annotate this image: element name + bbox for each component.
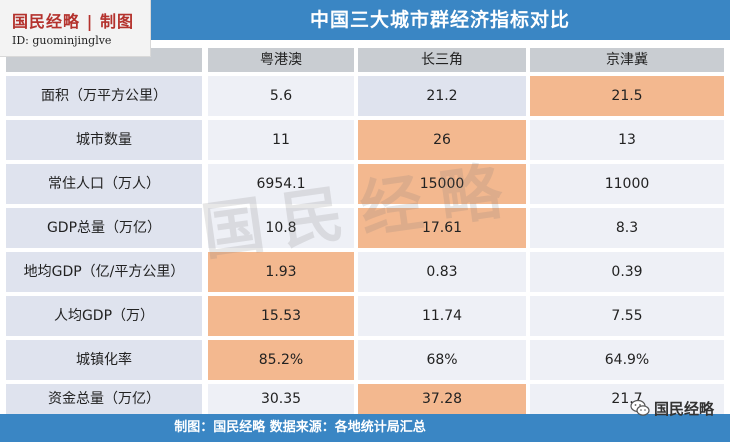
table-cell: 11 <box>208 120 354 160</box>
row-label-city-count: 城市数量 <box>6 120 202 160</box>
table-cell: 21.2 <box>358 76 526 116</box>
wechat-account: 国民经略 <box>653 399 714 418</box>
row-label-gdp-per-area: 地均GDP（亿/平方公里） <box>6 252 202 292</box>
table-cell-highlight: 85.2% <box>208 340 354 380</box>
row-label-area: 面积（万平方公里） <box>6 76 202 116</box>
table-cell-highlight: 15.53 <box>208 296 354 336</box>
table-cell-highlight: 26 <box>358 120 526 160</box>
table-cell: 10.8 <box>208 208 354 248</box>
row-label-gdp-per-capita: 人均GDP（万） <box>6 296 202 336</box>
column-header-yrd: 长三角 <box>358 48 526 72</box>
brand-logo: 国民经略 | 制图 ID: guominjinglve <box>0 0 151 57</box>
table-cell-highlight: 21.5 <box>530 76 724 116</box>
page-title: 中国三大城市群经济指标对比 <box>309 9 570 31</box>
footer-source: 制图：国民经略 数据来源：各地统计局汇总 <box>174 420 426 435</box>
table-cell: 6954.1 <box>208 164 354 204</box>
row-label-capital: 资金总量（万亿） <box>6 384 202 414</box>
table-cell: 7.55 <box>530 296 724 336</box>
logo-id: ID: guominjinglve <box>12 34 112 47</box>
table-cell: 8.3 <box>530 208 724 248</box>
wechat-icon <box>630 398 650 418</box>
table-cell: 11000 <box>530 164 724 204</box>
table-cell: 21.7 <box>530 384 724 414</box>
column-header-jjj: 京津冀 <box>530 48 724 72</box>
column-header-gba: 粤港澳 <box>208 48 354 72</box>
table-cell: 11.74 <box>358 296 526 336</box>
footer-bar: 制图：国民经略 数据来源：各地统计局汇总 <box>0 414 730 442</box>
table-cell: 30.35 <box>208 384 354 414</box>
table-cell: 64.9% <box>530 340 724 380</box>
row-label-gdp: GDP总量（万亿） <box>6 208 202 248</box>
table-cell: 13 <box>530 120 724 160</box>
table-cell-highlight: 17.61 <box>358 208 526 248</box>
row-label-population: 常住人口（万人） <box>6 164 202 204</box>
table-cell-highlight: 15000 <box>358 164 526 204</box>
table-cell: 0.83 <box>358 252 526 292</box>
wechat-badge: 国民经略 <box>630 396 714 420</box>
table-cell: 68% <box>358 340 526 380</box>
table-cell: 0.39 <box>530 252 724 292</box>
table-cell: 5.6 <box>208 76 354 116</box>
row-label-urbanization: 城镇化率 <box>6 340 202 380</box>
table-cell-highlight: 1.93 <box>208 252 354 292</box>
logo-name: 国民经略 | 制图 <box>12 12 134 31</box>
table-cell-highlight: 37.28 <box>358 384 526 414</box>
